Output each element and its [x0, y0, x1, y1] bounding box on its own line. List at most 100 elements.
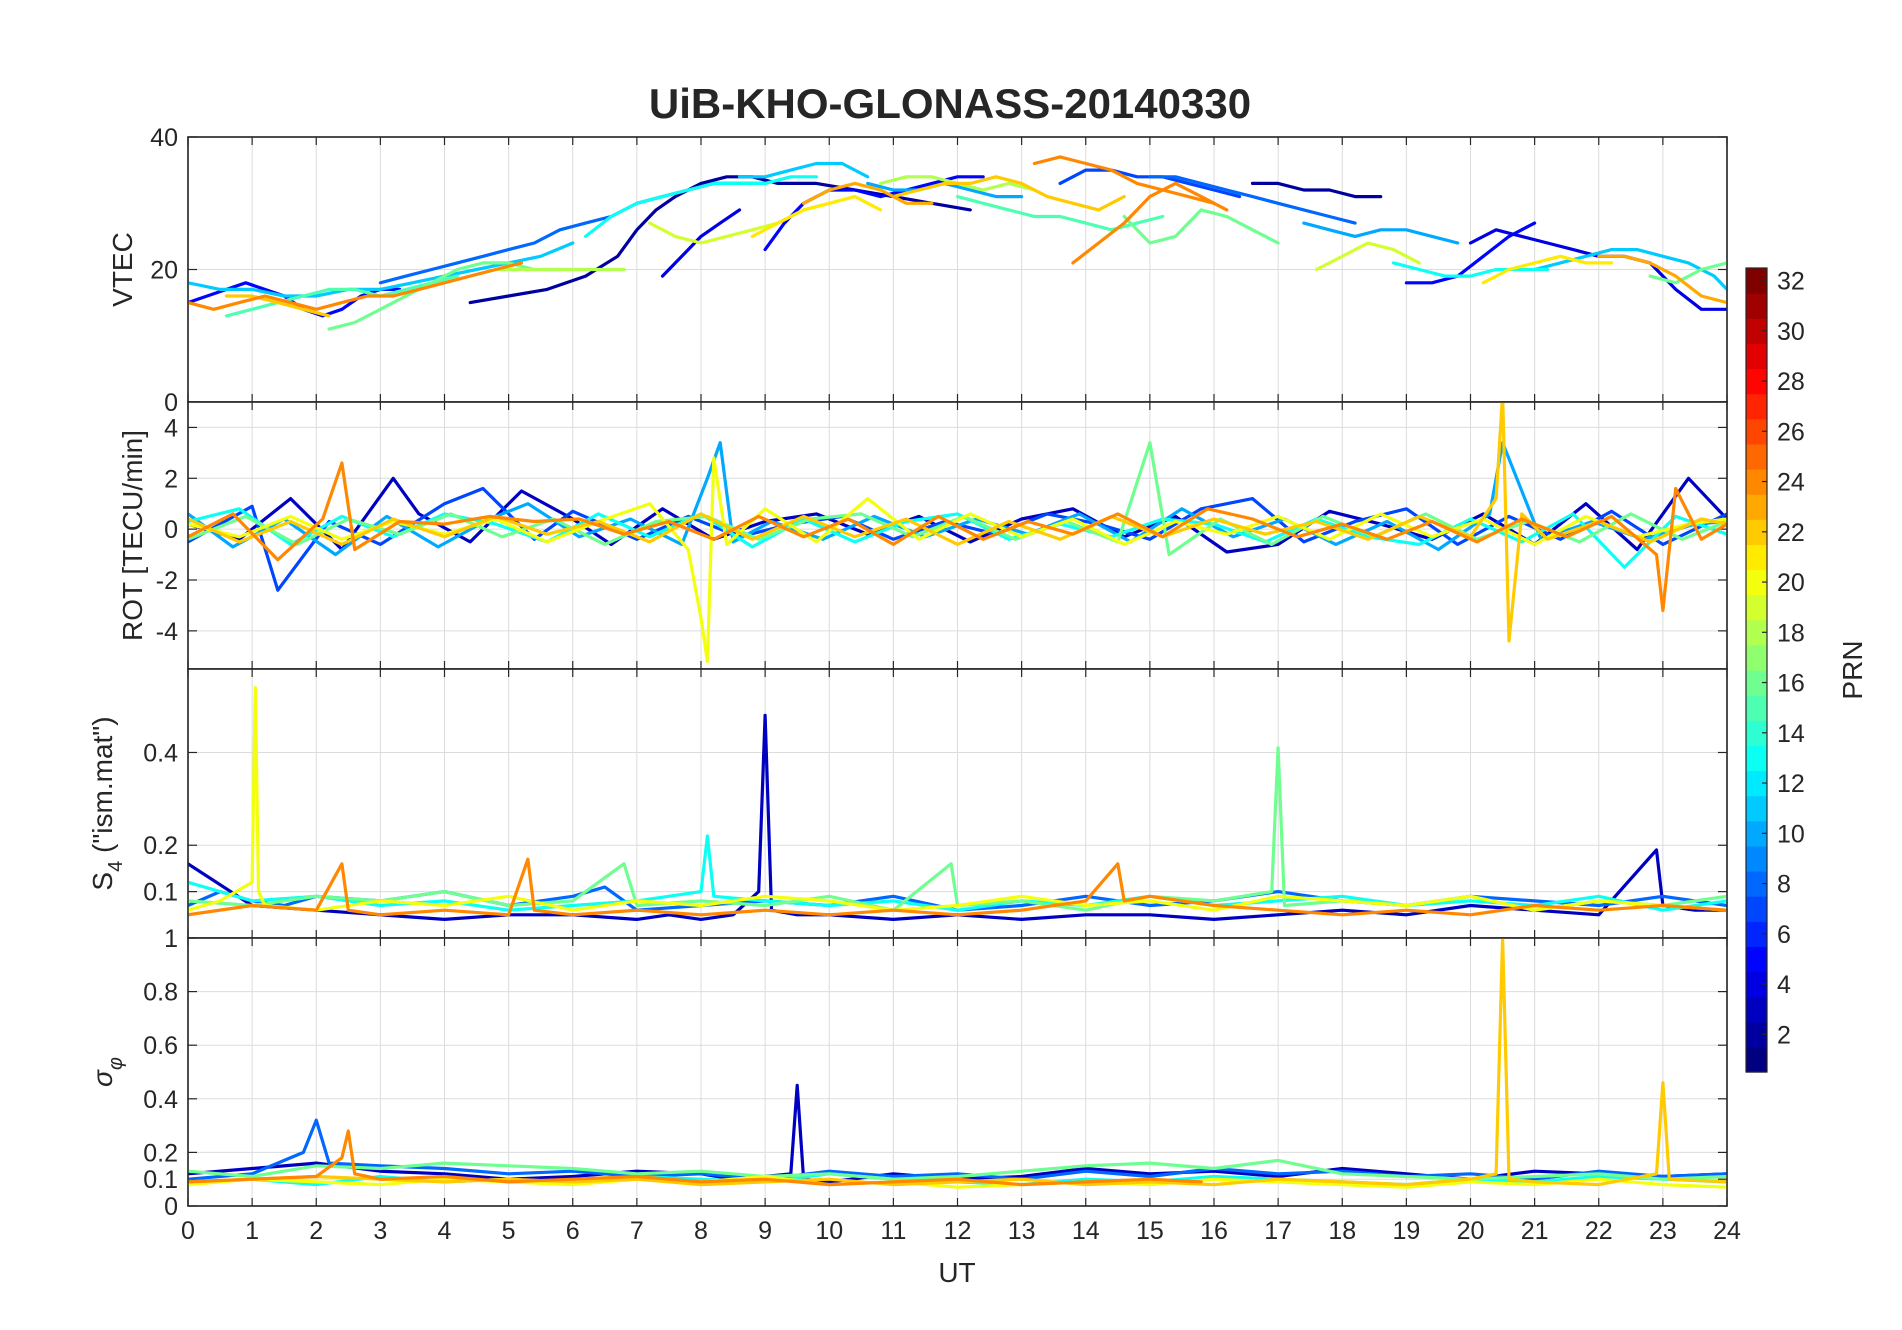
- colorbar-segment: [1746, 393, 1767, 420]
- sigma-y-axis-label: σφ: [87, 1057, 127, 1087]
- rot-y-tick-label: -4: [156, 618, 178, 646]
- colorbar-segment: [1746, 469, 1767, 495]
- vtec-series-prn-24: [1032, 155, 1216, 205]
- rot-series-group: [188, 402, 1727, 664]
- colorbar-segment: [1746, 695, 1767, 721]
- colorbar-label: PRN: [1837, 640, 1868, 699]
- x-tick-label: 2: [309, 1217, 323, 1245]
- x-tick-label: 9: [758, 1217, 772, 1245]
- colorbar-tick-label: 20: [1777, 569, 1805, 597]
- vtec-series-prn-23: [1597, 254, 1727, 305]
- vtec-y-axis-label: VTEC: [107, 232, 138, 307]
- colorbar-segment: [1746, 644, 1767, 671]
- vtec-series-prn-10: [1302, 221, 1460, 245]
- colorbar-tick-label: 14: [1777, 720, 1805, 748]
- colorbar-tick-label: 12: [1777, 770, 1805, 798]
- sigma-y-tick-label: 0.8: [143, 979, 178, 1007]
- vtec-y-tick-label: 40: [150, 124, 178, 152]
- colorbar-tick-label: 4: [1777, 971, 1791, 999]
- sigma-series-prn-20: [188, 1174, 1727, 1189]
- vtec-series-prn-2: [1250, 181, 1383, 199]
- x-tick-label: 20: [1457, 1217, 1485, 1245]
- rot-y-tick-label: -2: [156, 567, 178, 595]
- x-tick-label: 13: [1008, 1217, 1036, 1245]
- vtec-series-prn-22: [224, 294, 331, 318]
- colorbar-segment: [1746, 494, 1767, 520]
- rot-series-prn-24: [188, 461, 1727, 613]
- vtec-series-prn-8: [1148, 175, 1357, 225]
- vtec-series-prn-16: [1122, 208, 1280, 245]
- colorbar-segment: [1746, 268, 1767, 294]
- colorbar-segment: [1746, 845, 1767, 872]
- s4-y-tick-label: 0.2: [143, 832, 178, 860]
- vtec-series-prn-13: [583, 175, 819, 238]
- sigma-y-tick-label: 0.4: [143, 1086, 178, 1114]
- sigma-series-prn-8: [188, 1118, 1727, 1181]
- colorbar-tick-label: 24: [1777, 469, 1805, 497]
- s4-y-tick-label: 0.4: [143, 739, 178, 767]
- vtec-series-prn-23: [801, 181, 934, 205]
- colorbar-tick-label: 6: [1777, 921, 1791, 949]
- colorbar-border: [1745, 267, 1768, 1073]
- sigma-y-tick-label: 0: [164, 1193, 178, 1221]
- s4-y-tick-label: 0.1: [143, 879, 178, 907]
- colorbar-tick-label: 32: [1777, 268, 1805, 296]
- sigma-series-group: [188, 938, 1727, 1189]
- colorbar-segment: [1746, 720, 1767, 746]
- rot-series-prn-22: [188, 402, 1727, 643]
- x-tick-label: 3: [373, 1217, 387, 1245]
- vtec-y-tick-label: 20: [150, 257, 178, 285]
- sigma-y-tick-label: 0.6: [143, 1032, 178, 1060]
- colorbar-tick-label: 28: [1777, 368, 1805, 396]
- x-tick-label: 15: [1136, 1217, 1164, 1245]
- vtec-series-prn-21: [750, 195, 883, 238]
- colorbar-segment: [1746, 971, 1767, 998]
- sigma-y-tick-label: 1: [164, 925, 178, 953]
- colorbar-tick-label: 2: [1777, 1021, 1791, 1049]
- colorbar-segment: [1746, 795, 1767, 822]
- colorbar-tick-label: 18: [1777, 619, 1805, 647]
- colorbar-segment: [1746, 293, 1767, 319]
- vtec-series-prn-16: [1648, 261, 1727, 285]
- panel-s4: 0.1 0.2 0.4 S4 ("ism.mat"): [87, 668, 1728, 939]
- vtec-series-prn-11: [1532, 248, 1727, 291]
- x-tick-label: 16: [1200, 1217, 1228, 1245]
- colorbar-segment: [1746, 871, 1767, 897]
- colorbar-segment: [1746, 418, 1767, 445]
- x-tick-label: 5: [502, 1217, 516, 1245]
- rot-y-tick-label: 2: [164, 465, 178, 493]
- x-tick-label: 17: [1264, 1217, 1292, 1245]
- x-tick-label: 14: [1072, 1217, 1100, 1245]
- colorbar-segment: [1746, 594, 1767, 621]
- rot-y-axis-label: ROT [TECU/min]: [117, 430, 148, 641]
- x-tick-label: 24: [1713, 1217, 1741, 1245]
- s4-y-axis-label: S4 ("ism.mat"): [87, 716, 127, 890]
- x-tick-label: 0: [181, 1217, 195, 1245]
- sigma-y-tick-label: 0.2: [143, 1139, 178, 1167]
- rot-series-prn-7: [188, 486, 1727, 592]
- colorbar-segment: [1746, 343, 1767, 370]
- colorbar-segment: [1746, 544, 1767, 571]
- x-tick-label: 8: [694, 1217, 708, 1245]
- vtec-series-prn-15: [224, 274, 459, 318]
- colorbar-segment: [1746, 368, 1767, 395]
- x-axis-label: UT: [938, 1257, 975, 1288]
- vtec-series-prn-24: [1071, 181, 1229, 265]
- rot-y-tick-label: 4: [164, 414, 178, 442]
- x-tick-label: 23: [1649, 1217, 1677, 1245]
- colorbar-segment: [1746, 1021, 1767, 1048]
- colorbar-tick-label: 30: [1777, 318, 1805, 346]
- vtec-series-prn-16: [327, 261, 562, 331]
- s4-series-prn-20: [188, 685, 1727, 912]
- vtec-y-tick-label: 0: [164, 389, 178, 417]
- vtec-series-prn-15: [955, 195, 1165, 232]
- x-tick-label: 1: [245, 1217, 259, 1245]
- x-tick-label: 4: [438, 1217, 452, 1245]
- s4-series-prn-24: [188, 857, 1727, 917]
- panel-rot: -4 -2 0 2 4 ROT [TECU/min]: [117, 401, 1728, 670]
- colorbar-segment: [1746, 921, 1767, 947]
- colorbar-tick-label: 22: [1777, 519, 1805, 547]
- colorbar-tick-label: 10: [1777, 820, 1805, 848]
